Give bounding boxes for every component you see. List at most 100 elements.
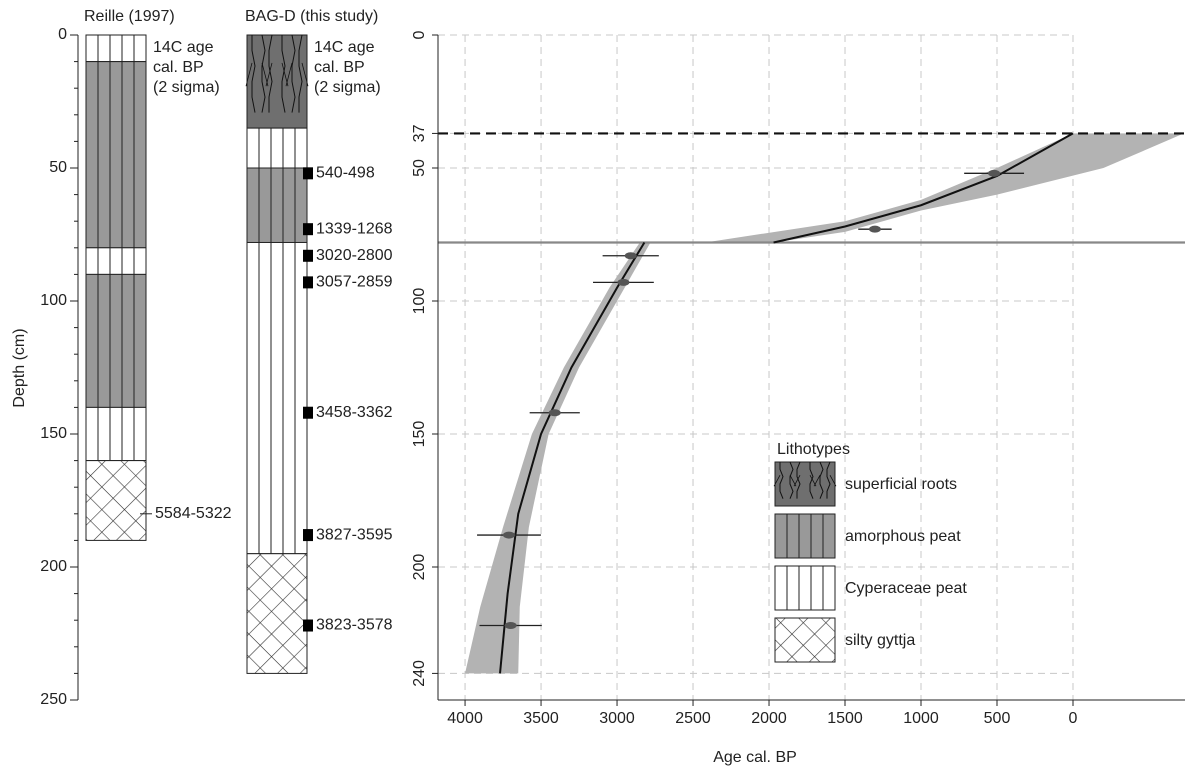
layer-fill: [774, 617, 836, 663]
date-label: 5584-5322: [155, 505, 232, 522]
root: [773, 475, 781, 487]
date-label: 3020-2800: [316, 247, 393, 264]
date-label: 3823-3578: [316, 617, 393, 634]
root: [789, 461, 794, 499]
layer: [774, 617, 836, 663]
layer-fill: [246, 34, 308, 129]
date-point: [548, 409, 561, 417]
layer-fill: [85, 273, 147, 408]
x-tick-label: 3500: [523, 710, 559, 727]
y-tick-label: 200: [40, 558, 67, 575]
date-point: [502, 531, 515, 539]
root: [291, 34, 296, 113]
column-note: cal. BP: [314, 59, 365, 76]
root: [819, 461, 824, 499]
date-marker: [303, 529, 313, 542]
column-note: cal. BP: [153, 59, 204, 76]
y-tick-label: 100: [411, 288, 428, 315]
column-title: Reille (1997): [84, 8, 175, 25]
y-tick-label: 150: [411, 421, 428, 448]
y-tick-label: 250: [40, 691, 67, 708]
root: [826, 461, 831, 499]
layer: [85, 273, 147, 408]
legend-label: Cyperaceae peat: [845, 580, 967, 597]
legend-label: superficial roots: [845, 476, 957, 493]
age-model-line: [499, 241, 646, 674]
date-marker: [303, 619, 313, 632]
layer: [245, 34, 309, 129]
root: [779, 462, 784, 499]
layer-fill: [246, 553, 308, 674]
y-tick-label: 50: [49, 159, 67, 176]
y-axis-label: Depth (cm): [11, 328, 28, 407]
root: [796, 461, 801, 499]
y-tick-label: 50: [411, 159, 428, 177]
root: [298, 34, 303, 113]
date-marker: [303, 276, 313, 289]
y-tick-label: 37: [411, 124, 428, 142]
layer-fill: [85, 460, 147, 541]
date-point: [868, 225, 881, 233]
layer: [85, 34, 147, 63]
date-label: 1339-1268: [316, 220, 393, 237]
date-marker: [303, 223, 313, 236]
layer: [246, 127, 308, 169]
layer: [246, 553, 308, 674]
x-tick-label: 2000: [751, 710, 787, 727]
root: [829, 475, 837, 487]
layer-fill: [85, 406, 147, 462]
layer-fill: [85, 61, 147, 249]
root: [245, 62, 253, 87]
date-marker: [303, 406, 313, 419]
layer: [85, 406, 147, 462]
root: [261, 34, 266, 113]
y-tick-label: 150: [40, 425, 67, 442]
root: [281, 35, 286, 113]
date-label: 3057-2859: [316, 274, 393, 291]
root: [268, 34, 273, 113]
date-point: [624, 252, 637, 260]
column-note: (2 sigma): [153, 79, 220, 96]
layer-fill: [85, 247, 147, 275]
y-tick-label: 240: [411, 660, 428, 687]
layer: [85, 460, 147, 541]
x-tick-label: 1500: [827, 710, 863, 727]
legend-title: Lithotypes: [777, 441, 850, 458]
legend-label: amorphous peat: [845, 528, 961, 545]
root: [285, 62, 293, 87]
uncertainty-band: [465, 242, 651, 674]
root: [265, 62, 273, 87]
layer: [246, 241, 308, 555]
root: [251, 35, 256, 113]
y-tick-label: 100: [40, 292, 67, 309]
root: [809, 462, 814, 499]
date-point: [617, 278, 630, 286]
root: [793, 475, 801, 487]
x-tick-label: 1000: [903, 710, 939, 727]
y-tick-label: 0: [411, 30, 428, 39]
x-tick-label: 4000: [447, 710, 483, 727]
date-marker: [303, 167, 313, 180]
x-tick-label: 2500: [675, 710, 711, 727]
layer-fill: [774, 513, 836, 559]
x-tick-label: 3000: [599, 710, 635, 727]
date-label: 540-498: [316, 165, 375, 182]
y-tick-label: 200: [411, 554, 428, 581]
date-point: [504, 622, 517, 630]
layer: [85, 61, 147, 249]
age-model-line: [773, 132, 1074, 244]
x-axis-label: Age cal. BP: [713, 749, 797, 766]
uncertainty-band: [705, 133, 1184, 243]
root: [301, 62, 309, 87]
layer-fill: [774, 461, 836, 507]
column-note: (2 sigma): [314, 79, 381, 96]
layer: [773, 461, 837, 507]
column-note: 14C age: [153, 39, 214, 56]
layer-fill: [774, 565, 836, 611]
column-note: 14C age: [314, 39, 375, 56]
layer: [774, 565, 836, 611]
date-label: 3827-3595: [316, 526, 393, 543]
layer: [774, 513, 836, 559]
